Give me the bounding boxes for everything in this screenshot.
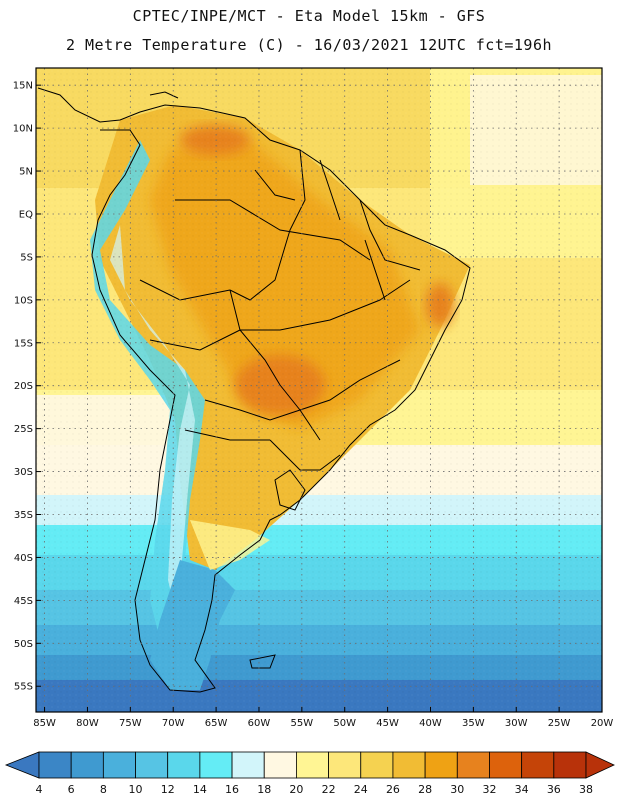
lon-tick-label: 40W bbox=[419, 718, 442, 729]
colorbar-swatch bbox=[489, 751, 523, 779]
colorbar-swatch bbox=[553, 751, 587, 779]
map-grid bbox=[36, 68, 603, 712]
colorbar-label: 14 bbox=[193, 783, 207, 796]
lat-tick-label: 30S bbox=[14, 467, 33, 478]
colorbar-swatch bbox=[392, 751, 426, 779]
colorbar-swatch bbox=[102, 751, 136, 779]
lat-tick-label: 5S bbox=[20, 252, 33, 263]
colorbar-swatch bbox=[135, 751, 169, 779]
colorbar-label: 28 bbox=[418, 783, 432, 796]
colorbar-swatch bbox=[424, 751, 458, 779]
lat-tick-label: 40S bbox=[14, 553, 33, 564]
colorbar-label: 20 bbox=[289, 783, 303, 796]
colorbar-label: 22 bbox=[322, 783, 336, 796]
lon-tick-label: 35W bbox=[462, 718, 485, 729]
colorbar-label: 34 bbox=[515, 783, 529, 796]
lon-tick-label: 85W bbox=[33, 718, 56, 729]
colorbar-swatch bbox=[328, 751, 362, 779]
colorbar-swatch bbox=[231, 751, 265, 779]
colorbar-label: 38 bbox=[579, 783, 593, 796]
colorbar-swatch bbox=[38, 751, 72, 779]
colorbar-swatch bbox=[70, 751, 104, 779]
lat-tick-label: 20S bbox=[14, 381, 33, 392]
colorbar-swatch bbox=[360, 751, 394, 779]
map-title-line-1: CPTEC/INPE/MCT - Eta Model 15km - GFS bbox=[132, 7, 486, 25]
lon-tick-label: 60W bbox=[248, 718, 271, 729]
lat-tick-label: 15S bbox=[14, 338, 33, 349]
colorbar-label: 26 bbox=[386, 783, 400, 796]
lat-tick-label: EQ bbox=[19, 209, 33, 220]
lon-tick-label: 75W bbox=[119, 718, 142, 729]
lon-tick-label: 50W bbox=[333, 718, 356, 729]
lon-tick-label: 25W bbox=[548, 718, 571, 729]
lat-tick-label: 55S bbox=[14, 682, 33, 693]
colorbar-label: 8 bbox=[100, 783, 107, 796]
colorbar-label: 4 bbox=[36, 783, 43, 796]
colorbar-label: 24 bbox=[354, 783, 368, 796]
map-frame bbox=[35, 67, 603, 713]
colorbar-swatch bbox=[456, 751, 490, 779]
colorbar-swatch bbox=[167, 751, 201, 779]
colorbar-label: 18 bbox=[257, 783, 271, 796]
lat-tick-label: 35S bbox=[14, 510, 33, 521]
colorbar-label: 12 bbox=[161, 783, 175, 796]
lat-tick-label: 25S bbox=[14, 424, 33, 435]
colorbar-label: 32 bbox=[482, 783, 496, 796]
colorbar-label: 16 bbox=[225, 783, 239, 796]
lat-tick-label: 10N bbox=[13, 124, 33, 135]
temperature-map: 15N 10N 5N EQ 5S 10S 15S 20S 25S 30S 35S 40S 45S 50S 5… bbox=[13, 67, 613, 729]
lon-tick-label: 65W bbox=[205, 718, 228, 729]
temperature-field bbox=[36, 68, 602, 712]
temperature-colorbar: 4 6 8 10 12 14 16 18 20 22 24 26 28 30 32 34 36 38 bbox=[4, 751, 615, 796]
colorbar-swatch bbox=[263, 751, 297, 779]
latitude-axis: 15N 10N 5N EQ 5S 10S 15S 20S 25S 30S 35S 40S 45S 50S 5… bbox=[13, 81, 41, 693]
colorbar-label: 36 bbox=[547, 783, 561, 796]
colorbar-arrow-high bbox=[585, 751, 615, 779]
colorbar-swatch bbox=[296, 751, 329, 779]
colorbar-label: 10 bbox=[129, 783, 143, 796]
lon-tick-label: 70W bbox=[162, 718, 185, 729]
colorbar-label: 6 bbox=[68, 783, 75, 796]
lon-tick-label: 30W bbox=[505, 718, 528, 729]
lat-tick-label: 50S bbox=[14, 639, 33, 650]
map-title-line-2: 2 Metre Temperature (C) - 16/03/2021 12U… bbox=[65, 36, 553, 54]
colorbar-swatch bbox=[521, 751, 555, 779]
lon-tick-label: 55W bbox=[291, 718, 314, 729]
longitude-axis: 85W 80W 75W 70W 65W 60W 55W 50W 45W 40W 35W 30W 25W 2… bbox=[33, 707, 613, 729]
lat-tick-label: 10S bbox=[14, 295, 33, 306]
lon-tick-label: 45W bbox=[376, 718, 399, 729]
colorbar-label: 30 bbox=[450, 783, 464, 796]
lon-tick-label: 80W bbox=[76, 718, 99, 729]
colorbar-swatch bbox=[199, 751, 233, 779]
colorbar-arrow-low bbox=[4, 751, 40, 779]
lat-tick-label: 45S bbox=[14, 596, 33, 607]
lat-tick-label: 15N bbox=[13, 81, 33, 92]
lon-tick-label: 20W bbox=[591, 718, 614, 729]
lat-tick-label: 5N bbox=[19, 167, 33, 178]
